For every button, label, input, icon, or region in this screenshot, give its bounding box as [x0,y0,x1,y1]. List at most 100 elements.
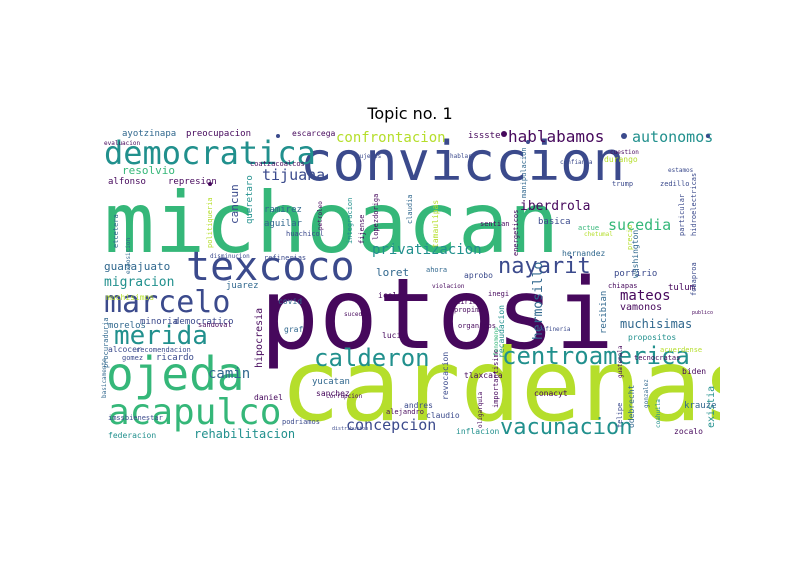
word-procuraduria: procuraduria [102,317,110,368]
word-odebrecht: odebrecht [627,384,636,428]
word-fijense: fijense [358,214,366,244]
word-lucia: lucia [382,331,406,340]
word-marcelo: marcelo [104,285,230,320]
word-precio: precio [626,225,634,250]
word-ricardo: ricardo [156,353,194,363]
word-manipulacion: manipulacion [520,147,528,198]
word-iberdrola: iberdrola [520,199,590,214]
word-potosi: potosi [260,258,614,372]
word-distribucion: distribucion [332,426,368,432]
word-recomendacion: recomendacion [136,346,191,354]
word-refinerias: refinerias [264,254,306,262]
word-hipocresia: hipocresia [254,308,265,368]
word-recibian: recibian [599,291,609,334]
word-muchisimos: muchisimos [106,293,154,302]
word-importantisimo: importantisimo [492,349,500,408]
word-yucatan: yucatan [312,377,350,387]
word-particular: particular [678,194,686,236]
word-merida: merida [114,321,208,351]
word-inegi: inegi [488,290,509,298]
word-conacyt: conacyt [534,389,568,398]
word-alfonso: alfonso [108,177,146,187]
word-cloud: potosi cardenas michoacan conviccion tex… [100,128,720,438]
word-propimo: propimo [454,306,484,314]
word-basica: basica [538,217,571,227]
word-evaluacion: evaluacion [104,140,141,147]
word-minoria: minoria [140,317,178,327]
word-washington: washington [631,230,640,278]
figure-title: Topic no. 1 [367,104,453,123]
word-hermosillo: hermosillo [531,262,546,340]
word-energeticos: energeticos [512,210,520,256]
word-ramirez: ramirez [264,205,302,215]
word-organicos: organicos [458,322,496,330]
word-chetumal: chetumal [584,231,613,238]
word-revocacion: revocacion [441,352,450,400]
word-covid: covid [278,297,302,306]
word-huachicol: huachicol [286,230,324,238]
word-felipe: felipe [616,403,624,428]
word-claudio: claudio [426,411,460,420]
word-durango: durango [604,155,638,164]
word-guatemala: guatemala [617,345,624,378]
word-democratico: democratico [174,317,234,327]
word-recaudacion: recaudacion [497,305,506,358]
word-sandoval: sandoval [198,321,232,329]
word-alejandro: alejandro [386,408,424,416]
word-estamos: estamos [668,167,694,174]
word-inflacion: inflacion [456,427,500,436]
word-represion: represion [168,177,217,187]
word-acuerdense: acuerdense [660,346,702,354]
word-preocupacion: preocupacion [186,129,251,139]
word-hablabamos: hablabamos [508,128,604,146]
word-claudia: claudia [406,194,414,224]
word-icela: icela [378,291,402,300]
word-gomez: gomez [122,354,143,362]
word-gonzalez: gonzalez [643,379,650,408]
word-zedillo: zedillo [660,180,690,188]
word-vacunacion: vacunacion [500,415,632,438]
word-petroleo: petroleo [317,201,324,230]
word-confianza: confianza [560,159,593,166]
speck [621,133,627,139]
word-cuestion: cuestion [610,149,639,156]
speck [706,134,710,138]
word-resolvio: resolvio [122,164,175,177]
word-biden: biden [682,367,706,376]
word-juarez: juarez [226,281,259,291]
word-fenomeno: fenomeno [493,327,500,356]
word-queretaro: queretaro [245,175,255,224]
word-hablar: hablar [450,153,472,160]
word-andres: andres [404,401,433,410]
word-texcoco: texcoco [186,244,355,290]
word-sucedia: sucedia [608,216,671,234]
word-basicamente: basicamente [101,358,108,398]
word-privatizacion: privatizacion [372,242,482,258]
word-ayotzinapa: ayotzinapa [122,129,176,139]
word-publico: publico [692,310,713,316]
word-cardenas: cardenas [280,327,720,438]
word-guanajuato: guanajuato [104,260,170,273]
word-tecnocratas: tecnocratas [634,354,680,362]
word-hernandez: hernandez [562,249,606,258]
word-actue: actue [578,224,599,232]
word-aprobo: aprobo [464,271,493,280]
word-cancun: cancun [228,184,241,224]
word-disminucion: disminucion [210,253,250,260]
word-imssbienestar: imssbienestar [108,414,163,422]
word-aguilar: aguilar [264,219,303,229]
word-oligarquia: oligarquia [477,391,484,428]
speck [526,140,530,144]
word-tulum: tulum [668,283,695,293]
word-ojeda: ojeda [106,347,244,401]
word-tijuana: tijuana [262,166,325,184]
word-trump: trump [612,180,633,188]
word-daniel: daniel [254,393,283,402]
word-etcetera: etcetera [112,214,120,248]
word-calderon: calderon [314,344,430,372]
word-coahuila: coahuila [655,399,662,428]
word-sentian: sentian [480,220,510,228]
word-podriamos: podriamos [282,418,320,426]
word-graf: graf [284,325,303,334]
